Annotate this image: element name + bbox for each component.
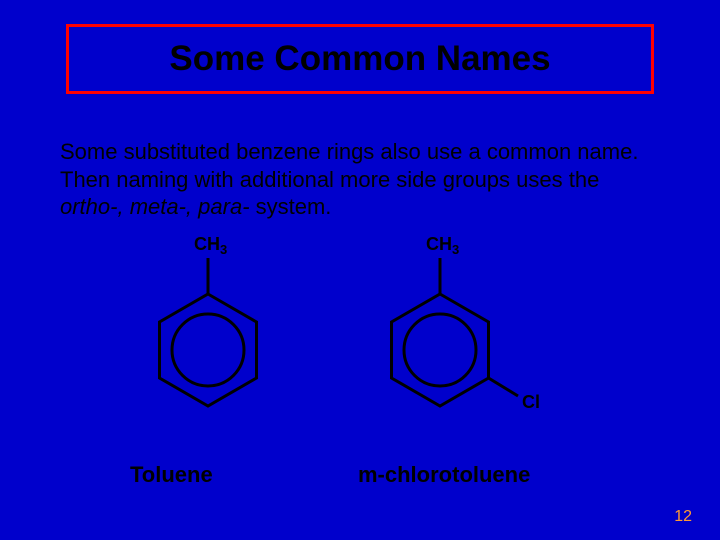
body-italic: ortho-, meta-, para- xyxy=(60,194,250,219)
body-paragraph: Some substituted benzene rings also use … xyxy=(60,138,650,221)
page-number: 12 xyxy=(674,508,692,526)
mchloro-ring-icon xyxy=(378,236,558,446)
molecule-toluene: CH3 xyxy=(146,236,286,426)
toluene-ring-icon xyxy=(146,236,286,426)
molecule-mchlorotoluene: CH3 Cl xyxy=(378,236,558,446)
molecules-area: CH3 CH3 xyxy=(88,236,598,456)
caption-mchlorotoluene: m-chlorotoluene xyxy=(358,462,530,488)
caption-toluene: Toluene xyxy=(130,462,213,488)
toluene-ch3-label: CH3 xyxy=(194,234,227,257)
title-box: Some Common Names xyxy=(66,24,654,94)
body-pre: Some substituted benzene rings also use … xyxy=(60,139,638,192)
mchloro-cl-label: Cl xyxy=(522,392,540,413)
body-post: system. xyxy=(250,194,332,219)
slide-title: Some Common Names xyxy=(169,39,550,79)
mchloro-ch3-label: CH3 xyxy=(426,234,459,257)
